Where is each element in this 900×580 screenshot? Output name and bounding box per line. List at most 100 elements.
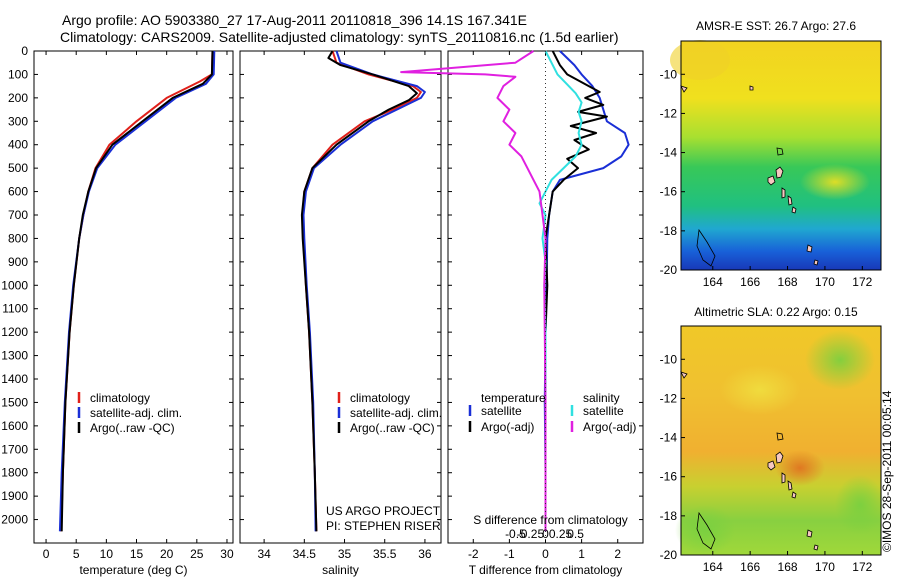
salinity-diff-tick-label: 0 — [542, 527, 549, 541]
sst-field — [681, 41, 881, 270]
depth-tick-label: 200 — [8, 91, 28, 105]
panel-temperature: 0 5 10 15 20 25 30 temperature (deg C) climatolo… — [33, 50, 234, 577]
panel-frame — [239, 50, 442, 544]
sla-low-patch-2 — [675, 505, 735, 555]
x-axis-label: T difference from climatology — [469, 563, 623, 577]
depth-tick-label: 1500 — [1, 395, 28, 409]
map-x-tick-label: 170 — [815, 560, 835, 574]
x-tick-label: 15 — [130, 547, 144, 561]
salinity-diff-tick-label: 0.5 — [567, 527, 584, 541]
depth-tick-label: 0 — [21, 44, 28, 58]
legend-item-3: Argo(..raw -QC) — [90, 421, 175, 435]
map-y-tick-label: -18 — [660, 509, 678, 523]
salinity-diff-axis-label: S difference from climatology — [473, 513, 628, 527]
salinity-diff-tick-label: -0.5 — [505, 527, 526, 541]
depth-tick-label: 300 — [8, 114, 28, 128]
map-x-tick-label: 172 — [852, 560, 872, 574]
x-tick-label: 5 — [73, 547, 80, 561]
depth-tick-label: 700 — [8, 208, 28, 222]
depth-tick-label: 1100 — [2, 302, 28, 316]
legend-item-1: satellite — [481, 404, 522, 418]
depth-tick-label: 2000 — [1, 513, 28, 527]
series-line-4 — [400, 50, 547, 532]
figure-title-line1: Argo profile: AO 5903380_27 17-Aug-2011 … — [62, 12, 527, 28]
x-tick-label: 34.5 — [293, 547, 317, 561]
series-line-3 — [60, 50, 214, 532]
depth-tick-label: 1200 — [1, 325, 28, 339]
legend-item-2: satellite-adj. clim. — [90, 406, 182, 420]
sla-map-title: Altimetric SLA: 0.22 Argo: 0.15 — [694, 305, 858, 319]
project-annotation: US ARGO PROJECT — [326, 504, 441, 518]
sst-map-title: AMSR-E SST: 26.7 Argo: 27.6 — [696, 19, 856, 33]
depth-tick-label: 1600 — [1, 419, 28, 433]
map-y-tick-label: -18 — [660, 224, 678, 238]
depth-tick-label: 1400 — [1, 372, 28, 386]
map-y-tick-label: -10 — [660, 352, 678, 366]
map-x-tick-label: 168 — [778, 275, 798, 289]
legend-item-3: Argo(..raw -QC) — [350, 421, 435, 435]
salinity-diff-tick-label: 0.25 — [549, 527, 573, 541]
map-y-tick-label: -16 — [660, 470, 678, 484]
legend-item-1: climatology — [350, 391, 410, 405]
depth-tick-label: 1700 — [1, 442, 28, 456]
sla-low-patch — [805, 330, 875, 390]
x-axis-label: salinity — [322, 563, 359, 577]
map-y-tick-label: -14 — [660, 431, 678, 445]
depth-tick-label: 1800 — [1, 466, 28, 480]
map-y-tick-label: -14 — [660, 146, 678, 160]
sla-coastlines — [680, 371, 819, 551]
depth-tick-label: 600 — [8, 185, 28, 199]
map-x-tick-label: 164 — [703, 560, 723, 574]
panel-difference: -2 -1 0 1 2 T difference from climatology -0.5… — [400, 50, 644, 577]
x-tick-label: 0 — [43, 547, 50, 561]
sst-warm-patch-2 — [670, 40, 730, 80]
depth-tick-label: 800 — [8, 231, 28, 245]
map-y-tick-label: -10 — [660, 67, 678, 81]
legend-heading-temperature: temperature — [481, 391, 546, 405]
x-tick-label: 35.5 — [373, 547, 397, 561]
x-tick-label: 1 — [578, 547, 585, 561]
x-tick-label: -1 — [504, 547, 515, 561]
map-y-tick-label: -20 — [660, 548, 678, 562]
x-tick-label: 10 — [100, 547, 114, 561]
x-tick-label: 35 — [338, 547, 352, 561]
map-x-tick-label: 170 — [815, 275, 835, 289]
x-tick-label: 30 — [220, 547, 234, 561]
panel-frame — [33, 50, 234, 544]
x-tick-label: 34 — [257, 547, 271, 561]
legend-heading-salinity: salinity — [583, 391, 620, 405]
sst-map: AMSR-E SST: 26.7 Argo: 27.6 — [670, 19, 882, 271]
depth-tick-label: 400 — [8, 138, 28, 152]
legend-item-2: satellite-adj. clim. — [350, 406, 442, 420]
pi-annotation: PI: STEPHEN RISER — [326, 519, 441, 533]
profile-plots: 0100200300400500600700800900100011001200… — [1, 44, 872, 577]
map-x-tick-label: 166 — [740, 560, 760, 574]
sla-map: Altimetric SLA: 0.22 Argo: 0.15 — [675, 305, 885, 556]
legend-item-1: climatology — [90, 391, 150, 405]
depth-tick-label: 100 — [8, 67, 28, 81]
map-y-tick-label: -12 — [660, 391, 678, 405]
map-y-tick-label: -20 — [660, 263, 678, 277]
map-axes-2: 164 166 168 170 172 -10 -12 -14 -16 -18 -20 — [660, 352, 873, 574]
x-tick-label: 2 — [614, 547, 621, 561]
x-axis-label: temperature (deg C) — [79, 563, 187, 577]
sst-coastlines — [680, 85, 819, 267]
x-tick-label: 0 — [542, 547, 549, 561]
salinity-diff-tick-label: -0.25 — [517, 527, 545, 541]
depth-tick-label: 1900 — [1, 489, 28, 503]
map-axes-1: 164 166 168 170 172 -10 -12 -14 -16 -18 -20 — [660, 67, 873, 289]
map-x-tick-label: 166 — [740, 275, 760, 289]
map-x-tick-label: 172 — [852, 275, 872, 289]
map-y-tick-label: -16 — [660, 185, 678, 199]
credit-text: ©IMOS 28-Sep-2011 00:05:14 — [880, 390, 894, 552]
depth-tick-label: 1300 — [1, 349, 28, 363]
x-tick-label: -2 — [468, 547, 479, 561]
map-x-tick-label: 164 — [703, 275, 723, 289]
depth-tick-label: 900 — [8, 255, 28, 269]
sla-high-patch — [775, 450, 825, 486]
depth-tick-label: 1000 — [1, 278, 28, 292]
sla-map-frame — [680, 325, 882, 556]
figure-title-line2: Climatology: CARS2009. Satellite-adjuste… — [60, 29, 619, 45]
sst-warm-patch — [800, 164, 870, 200]
